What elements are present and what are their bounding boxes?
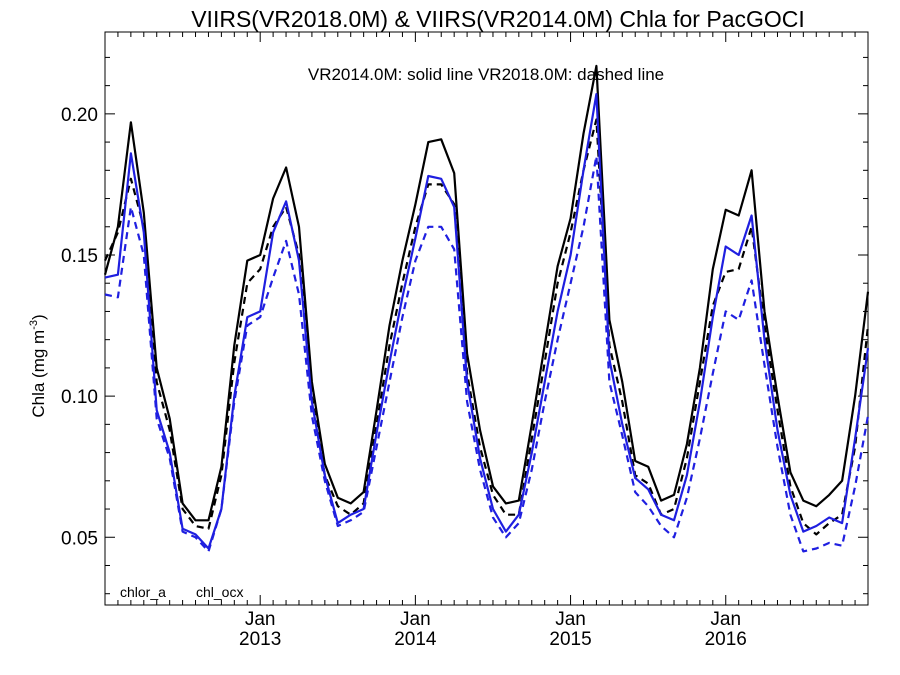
- x-tick-label-year: 2014: [394, 629, 437, 650]
- plot-frame: [104, 31, 869, 606]
- x-tick-label-year: 2016: [705, 629, 747, 650]
- y-tick-label: 0.15: [61, 246, 98, 267]
- y-axis-label-text: Chla (mg m: [29, 330, 48, 418]
- y-axis-label-superscript: -3: [28, 320, 40, 330]
- title-group: VIIRS(VR2018.0M) & VIIRS(VR2014.0M) Chla…: [191, 6, 805, 32]
- series-line-chlor-a-vr2018: [103, 118, 870, 536]
- y-axis: 0.05 0.10 0.15 0.20: [61, 56, 868, 595]
- x-tick-label-month: Jan: [400, 609, 431, 630]
- legend: chlor_a chl_ocx: [120, 584, 243, 600]
- x-tick-label-month: Jan: [555, 609, 586, 630]
- y-tick-label: 0.20: [61, 105, 98, 126]
- legend-entry-chlor-a: chlor_a: [120, 584, 166, 600]
- y-axis-label-close: ): [29, 314, 48, 320]
- y-tick-label: 0.05: [61, 528, 98, 549]
- y-tick-label: 0.10: [61, 387, 98, 408]
- series-line-chl-ocx-vr2018: [104, 155, 870, 553]
- x-tick-label-year: 2013: [239, 629, 281, 650]
- x-tick-label-month: Jan: [710, 609, 741, 630]
- series-line-chlor-a-vr2014: [103, 64, 870, 522]
- x-tick-label-month: Jan: [245, 609, 276, 630]
- x-tick-label-year: 2015: [549, 629, 591, 650]
- line-style-annotation: VR2014.0M: solid line VR2018.0M: dashed …: [308, 65, 664, 84]
- legend-entry-chl-ocx: chl_ocx: [196, 584, 243, 600]
- chart-title: VIIRS(VR2018.0M) & VIIRS(VR2014.0M) Chla…: [191, 6, 805, 32]
- y-axis-label: Chla (mg m-3): [28, 314, 48, 417]
- plot-border: [104, 31, 869, 606]
- series-layer: [103, 64, 870, 553]
